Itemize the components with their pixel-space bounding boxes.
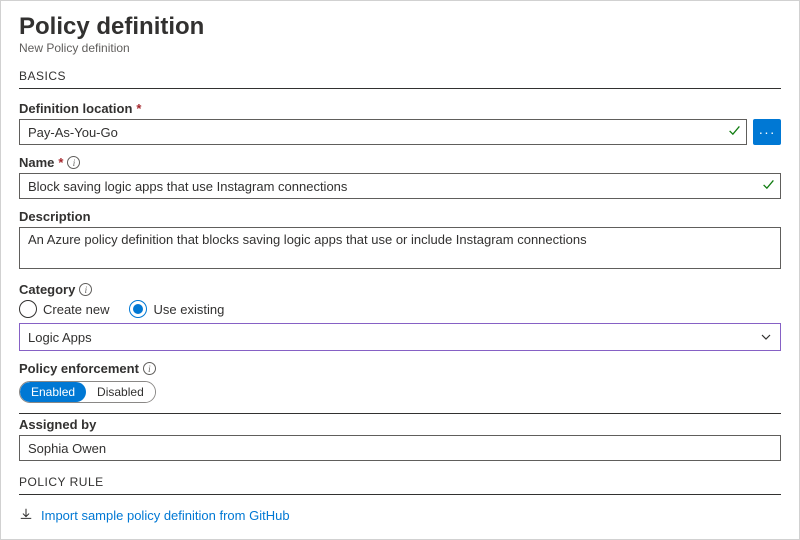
policy-enforcement-label: Policy enforcement i — [19, 361, 781, 376]
browse-location-button[interactable]: ··· — [753, 119, 781, 145]
enforcement-toggle: Enabled Disabled — [19, 381, 156, 403]
radio-use-existing-label: Use existing — [153, 302, 224, 317]
category-label-text: Category — [19, 282, 75, 297]
field-assigned-by: Assigned by — [19, 413, 781, 461]
definition-location-input[interactable] — [19, 119, 747, 145]
info-icon[interactable]: i — [143, 362, 156, 375]
radio-create-new[interactable]: Create new — [19, 300, 109, 318]
radio-use-existing[interactable]: Use existing — [129, 300, 224, 318]
toggle-enabled[interactable]: Enabled — [20, 382, 86, 402]
definition-location-label-text: Definition location — [19, 101, 132, 116]
name-label-text: Name — [19, 155, 54, 170]
section-policy-rule: POLICY RULE — [19, 475, 781, 495]
chevron-down-icon — [760, 331, 772, 343]
import-sample-link-text: Import sample policy definition from Git… — [41, 508, 290, 523]
field-description: Description An Azure policy definition t… — [19, 209, 781, 272]
page-title: Policy definition — [19, 13, 781, 41]
policy-enforcement-label-text: Policy enforcement — [19, 361, 139, 376]
page-subtitle: New Policy definition — [19, 41, 781, 55]
download-icon — [19, 507, 33, 524]
section-basics: BASICS — [19, 69, 781, 89]
category-select[interactable]: Logic Apps — [19, 323, 781, 351]
toggle-disabled[interactable]: Disabled — [86, 382, 155, 402]
field-name: Name * i — [19, 155, 781, 199]
assigned-by-label: Assigned by — [19, 417, 781, 432]
description-label-text: Description — [19, 209, 91, 224]
assigned-by-input[interactable] — [19, 435, 781, 461]
category-select-value: Logic Apps — [28, 330, 92, 345]
required-asterisk: * — [58, 155, 63, 170]
category-label: Category i — [19, 282, 781, 297]
category-radio-group: Create new Use existing — [19, 300, 781, 318]
field-policy-enforcement: Policy enforcement i Enabled Disabled — [19, 361, 781, 403]
import-sample-link[interactable]: Import sample policy definition from Git… — [19, 507, 781, 524]
name-label: Name * i — [19, 155, 781, 170]
info-icon[interactable]: i — [79, 283, 92, 296]
name-input[interactable] — [19, 173, 781, 199]
required-asterisk: * — [136, 101, 141, 116]
radio-create-new-label: Create new — [43, 302, 109, 317]
field-category: Category i Create new Use existing Logic… — [19, 282, 781, 351]
info-icon[interactable]: i — [67, 156, 80, 169]
description-label: Description — [19, 209, 781, 224]
field-definition-location: Definition location * ··· — [19, 101, 781, 145]
description-input[interactable]: An Azure policy definition that blocks s… — [19, 227, 781, 269]
definition-location-label: Definition location * — [19, 101, 781, 116]
